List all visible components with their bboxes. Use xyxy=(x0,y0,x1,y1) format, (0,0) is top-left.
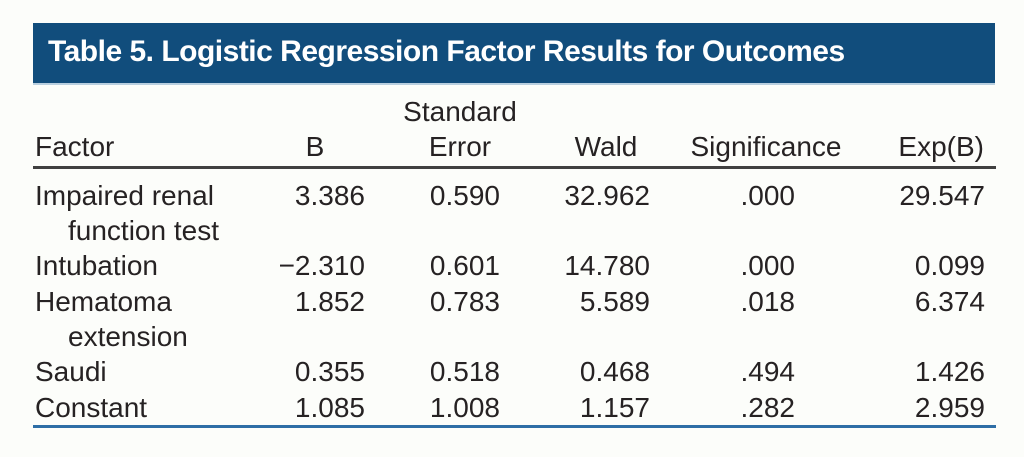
table-row-impaired-renal-function-test: Impaired renal function test 3.386 0.590 … xyxy=(33,167,996,248)
header-factor: Factor xyxy=(33,90,250,169)
header-b: B xyxy=(250,90,380,169)
logistic-regression-table: Factor B Standard Error Wald Significance… xyxy=(33,90,996,428)
b-cell: −2.310 xyxy=(278,249,365,281)
header-row: Factor B Standard Error Wald Significance… xyxy=(33,90,996,169)
factor-name-line2: function test xyxy=(68,214,219,246)
header-standard-error-line2: Error xyxy=(428,130,492,162)
table-body: Impaired renal function test 3.386 0.590 … xyxy=(33,167,996,426)
standard-error-cell: 0.783 xyxy=(429,285,500,317)
wald-cell: 32.962 xyxy=(564,179,650,211)
table-row-constant: Constant 1.085 1.008 1.157 .282 2.959 xyxy=(33,390,996,427)
header-wald: Wald xyxy=(540,90,672,169)
b-cell: 1.852 xyxy=(294,285,365,317)
wald-cell: 0.468 xyxy=(579,355,650,387)
factor-cell: Intubation xyxy=(33,248,250,284)
factor-name-line1: Impaired renal xyxy=(35,179,214,211)
significance-cell: .282 xyxy=(740,391,796,423)
header-exp-b: Exp(B) xyxy=(860,90,996,169)
exp-b-cell: 2.959 xyxy=(914,391,985,423)
exp-b-cell: 29.547 xyxy=(899,179,985,211)
table-row-hematoma-extension: Hematoma extension 1.852 0.783 5.589 .018… xyxy=(33,284,996,354)
standard-error-cell: 1.008 xyxy=(429,391,500,423)
exp-b-cell: 6.374 xyxy=(914,285,985,317)
factor-cell: Saudi xyxy=(33,354,250,390)
b-cell: 3.386 xyxy=(294,179,365,211)
b-cell: 1.085 xyxy=(294,391,365,423)
b-cell: 0.355 xyxy=(294,355,365,387)
table-title: Table 5. Logistic Regression Factor Resu… xyxy=(48,35,845,68)
significance-cell: .494 xyxy=(740,355,796,387)
wald-cell: 14.780 xyxy=(564,249,650,281)
header-standard-error-line1: Standard xyxy=(403,95,517,127)
table-row-saudi: Saudi 0.355 0.518 0.468 .494 1.426 xyxy=(33,354,996,390)
table-title-bar: Table 5. Logistic Regression Factor Resu… xyxy=(33,23,995,85)
significance-cell: .000 xyxy=(740,249,796,281)
factor-cell: Constant xyxy=(33,390,250,427)
exp-b-cell: 1.426 xyxy=(914,355,985,387)
header-significance: Significance xyxy=(672,90,860,169)
standard-error-cell: 0.518 xyxy=(429,355,500,387)
standard-error-cell: 0.590 xyxy=(429,179,500,211)
factor-name-line1: Hematoma xyxy=(35,285,172,317)
wald-cell: 5.589 xyxy=(579,285,650,317)
factor-name-line1: Constant xyxy=(35,391,148,423)
significance-cell: .000 xyxy=(740,179,796,211)
significance-cell: .018 xyxy=(740,285,796,317)
factor-name-line2: extension xyxy=(68,320,188,352)
wald-cell: 1.157 xyxy=(579,391,650,423)
table-header: Factor B Standard Error Wald Significance… xyxy=(33,90,996,169)
factor-cell: Impaired renal function test xyxy=(33,167,250,248)
standard-error-cell: 0.601 xyxy=(429,249,500,281)
table-row-intubation: Intubation −2.310 0.601 14.780 .000 0.09… xyxy=(33,248,996,284)
factor-name-line1: Saudi xyxy=(35,355,107,387)
factor-cell: Hematoma extension xyxy=(33,284,250,354)
exp-b-cell: 0.099 xyxy=(914,249,985,281)
factor-name-line1: Intubation xyxy=(35,249,158,281)
header-standard-error: Standard Error xyxy=(380,90,540,169)
